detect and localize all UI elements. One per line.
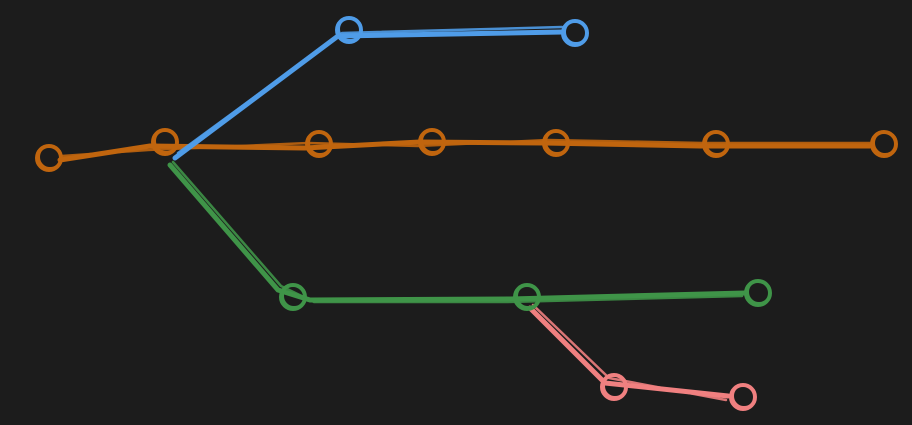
edge-green-sketch (173, 162, 742, 302)
edge-blue-sketch (178, 27, 562, 153)
commit-node (872, 132, 896, 156)
commit-nodes (37, 18, 896, 409)
edge-blue-branch (175, 27, 563, 158)
edge-green-branch (170, 162, 745, 302)
edge-blue-stroke (175, 32, 563, 158)
commit-node (563, 21, 587, 45)
commit-node (731, 385, 755, 409)
edge-red-branch (530, 305, 728, 400)
commit-node (37, 146, 61, 170)
branch-edges (60, 27, 872, 400)
commit-node (746, 281, 770, 305)
commit-node (337, 18, 361, 42)
edge-green-stroke (170, 165, 745, 300)
